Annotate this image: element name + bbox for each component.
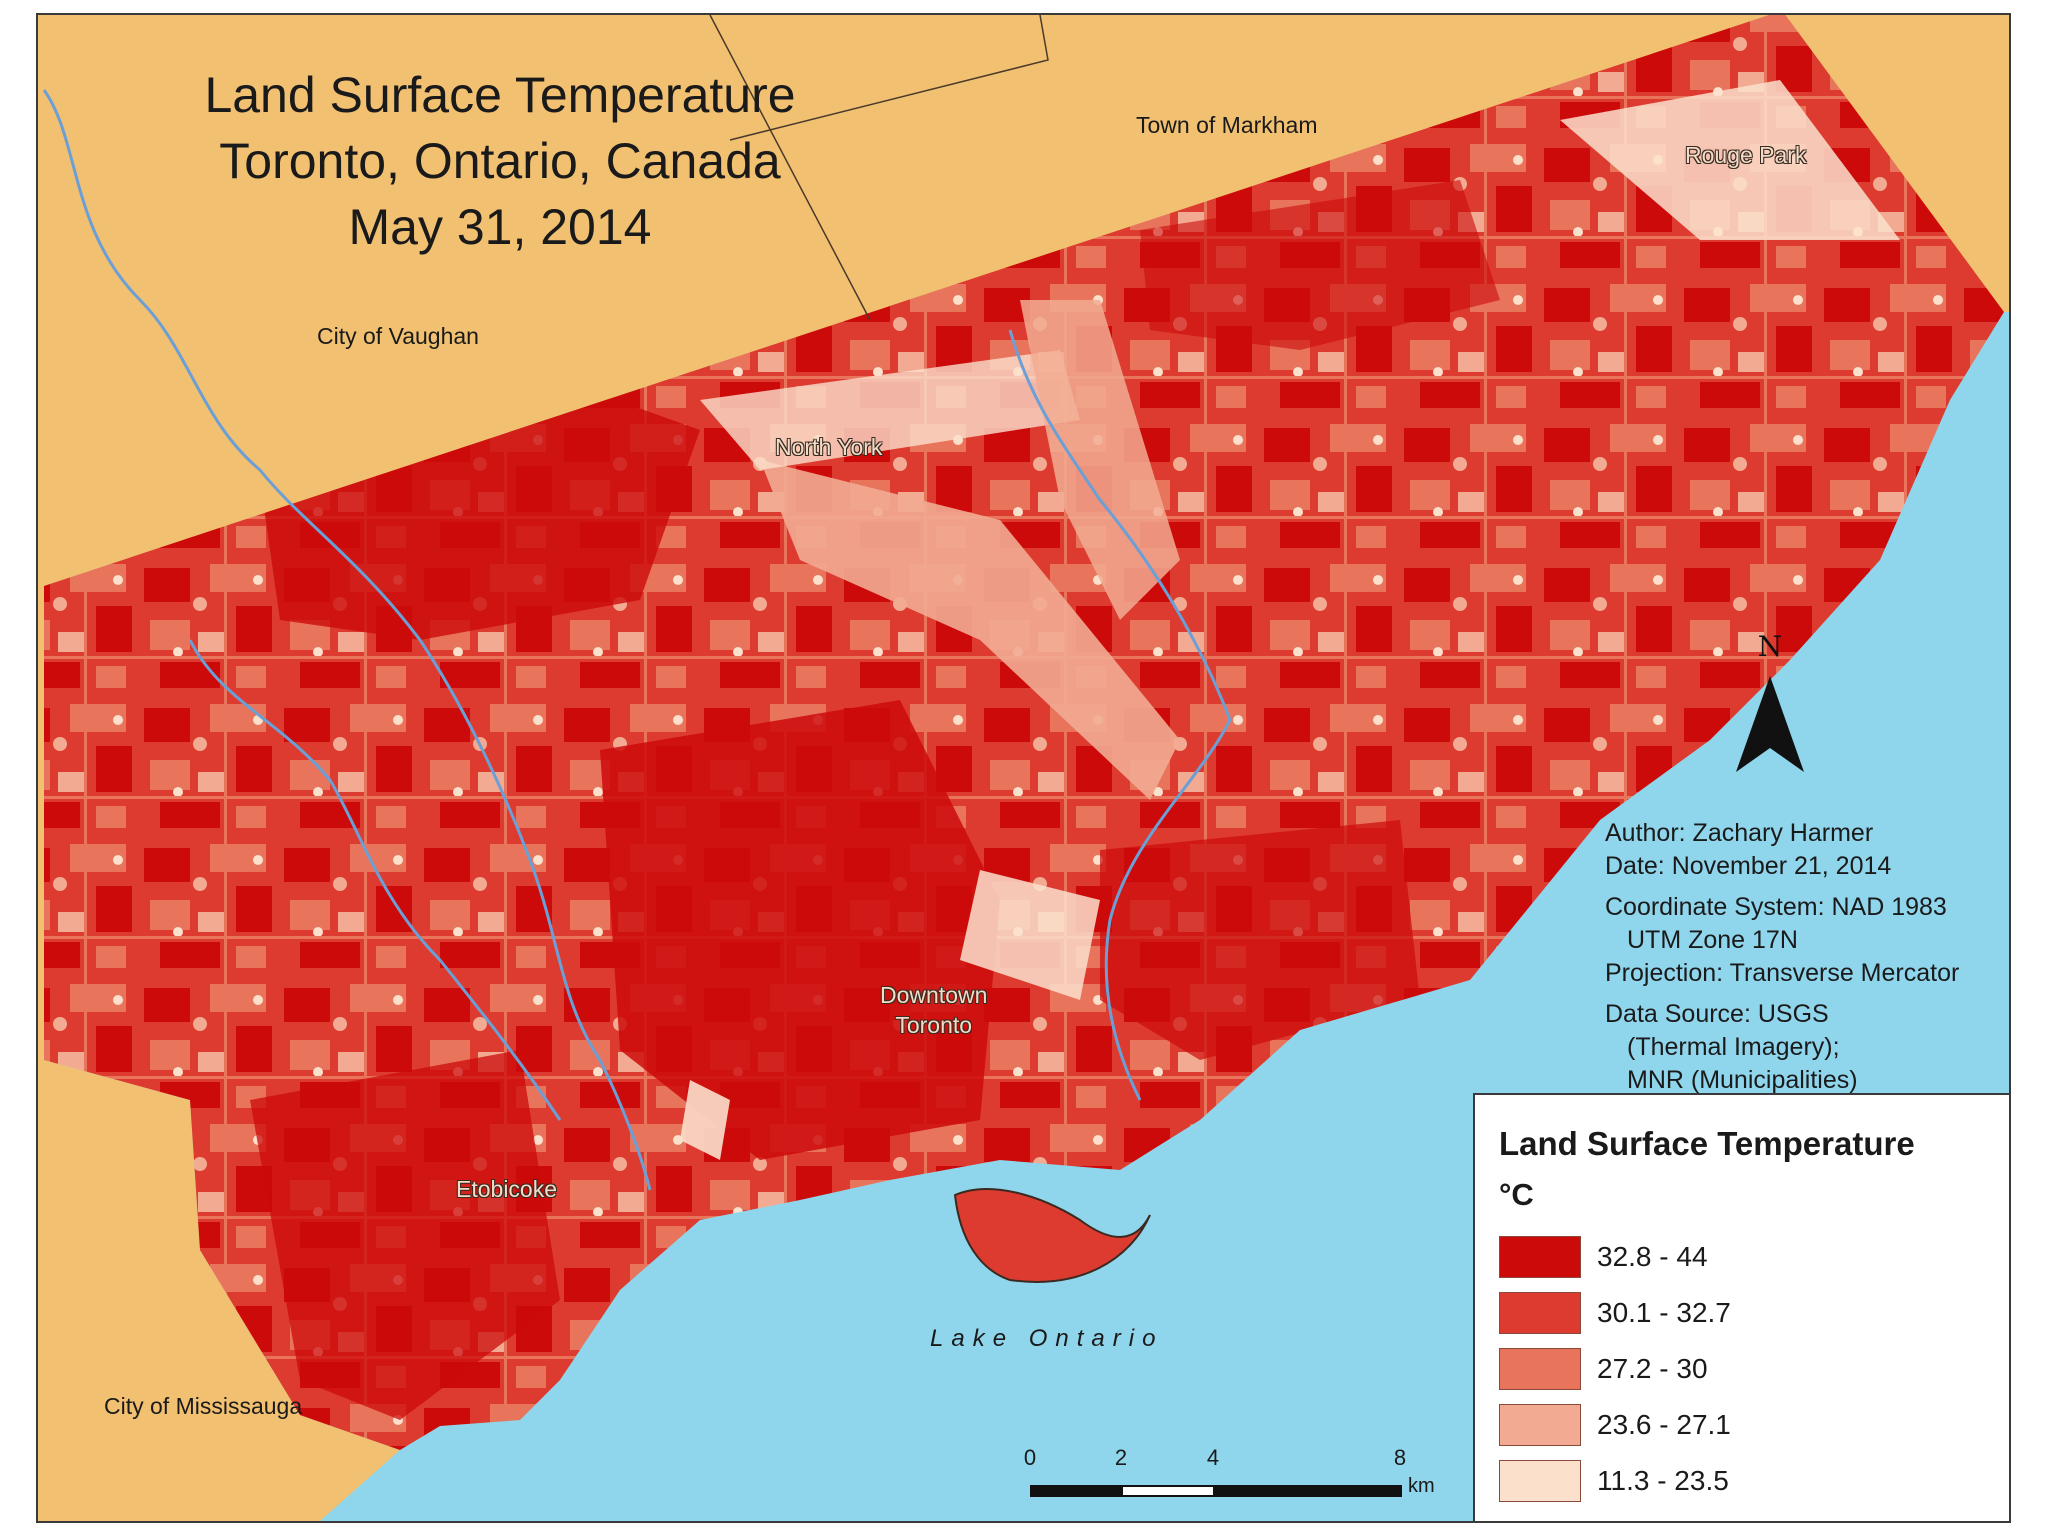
north-arrow-icon [1736, 676, 1804, 772]
legend-swatch-4 [1499, 1404, 1581, 1446]
legend-class-2: 30.1 - 32.7 [1499, 1291, 1731, 1335]
scale-tick-4: 4 [1206, 1445, 1220, 1470]
label-etobicoke: Etobicoke [456, 1176, 558, 1202]
scale-segment-3 [1213, 1485, 1402, 1497]
legend-class-3: 27.2 - 30 [1499, 1347, 1708, 1391]
label-north-york: North York [775, 434, 883, 460]
legend-title: Land Surface Temperature [1499, 1125, 1915, 1162]
info-coordinate-system: Coordinate System: NAD 1983 [1605, 893, 1947, 921]
north-arrow-label: N [1757, 630, 1783, 663]
info-projection: Projection: Transverse Mercator [1605, 959, 1960, 987]
scale-tick-2: 2 [1114, 1445, 1128, 1470]
map-title: Land Surface Temperature Toronto, Ontari… [90, 62, 910, 260]
cool-green-corridors [680, 80, 1900, 1160]
info-author: Author: Zachary Harmer [1605, 819, 1874, 847]
hot-zones [250, 180, 1500, 1420]
legend: Land Surface Temperature °C 32.8 - 44 30… [1473, 1093, 2011, 1523]
scale-unit: km [1408, 1475, 1435, 1497]
scale-tick-8: 8 [1393, 1445, 1407, 1470]
scale-segment-2 [1121, 1485, 1215, 1497]
legend-class-1: 32.8 - 44 [1499, 1235, 1708, 1279]
etobicoke-creek [188, 639, 562, 1121]
municipal-boundary-vaughan [709, 14, 871, 321]
legend-label-3: 27.2 - 30 [1597, 1353, 1708, 1384]
toronto-islands [953, 1188, 1151, 1283]
legend-label-1: 32.8 - 44 [1597, 1241, 1708, 1272]
label-downtown-line1: Downtown [880, 982, 988, 1008]
scale-tick-0: 0 [1023, 1445, 1037, 1470]
toronto-urban-area [44, 13, 2004, 1450]
legend-label-4: 23.6 - 27.1 [1597, 1409, 1731, 1440]
info-data-source-thermal: (Thermal Imagery); [1627, 1033, 1840, 1061]
municipal-boundary-markham [729, 14, 1049, 141]
legend-label-5: 11.3 - 23.5 [1597, 1465, 1729, 1496]
info-utm-zone: UTM Zone 17N [1627, 926, 1798, 954]
legend-class-5: 11.3 - 23.5 [1499, 1459, 1729, 1503]
label-vaughan: City of Vaughan [317, 323, 479, 349]
title-line-3: May 31, 2014 [348, 199, 652, 255]
info-date: Date: November 21, 2014 [1605, 852, 1892, 880]
label-downtown-line2: Toronto [895, 1012, 973, 1038]
label-lake-ontario: Lake Ontario [930, 1325, 1164, 1352]
info-data-source: Data Source: USGS [1605, 1000, 1829, 1028]
legend-label-2: 30.1 - 32.7 [1597, 1297, 1731, 1328]
legend-class-4: 23.6 - 27.1 [1499, 1403, 1731, 1447]
legend-swatch-3 [1499, 1348, 1581, 1390]
label-downtown-toronto: Downtown Toronto [880, 980, 987, 1040]
label-rouge-park: Rouge Park [1685, 142, 1807, 168]
map-metadata: Author: Zachary Harmer Date: November 21… [1605, 817, 1959, 1097]
legend-unit: °C [1499, 1177, 1534, 1212]
north-arrow: N [1730, 630, 1810, 780]
land-north-strip [38, 13, 2009, 586]
info-data-source-mnr: MNR (Municipalities) [1627, 1066, 1858, 1094]
legend-swatch-1 [1499, 1236, 1581, 1278]
label-mississauga: City of Mississauga [104, 1393, 303, 1419]
scale-segment-1 [1030, 1485, 1123, 1497]
scale-bar: 0 2 4 8 km [1020, 1445, 1450, 1515]
legend-swatch-5 [1499, 1460, 1581, 1502]
title-line-1: Land Surface Temperature [204, 67, 796, 123]
label-markham: Town of Markham [1136, 112, 1318, 138]
title-line-2: Toronto, Ontario, Canada [219, 133, 781, 189]
don-river [1008, 329, 1232, 1101]
legend-swatch-2 [1499, 1292, 1581, 1334]
humber-river [42, 89, 652, 1191]
